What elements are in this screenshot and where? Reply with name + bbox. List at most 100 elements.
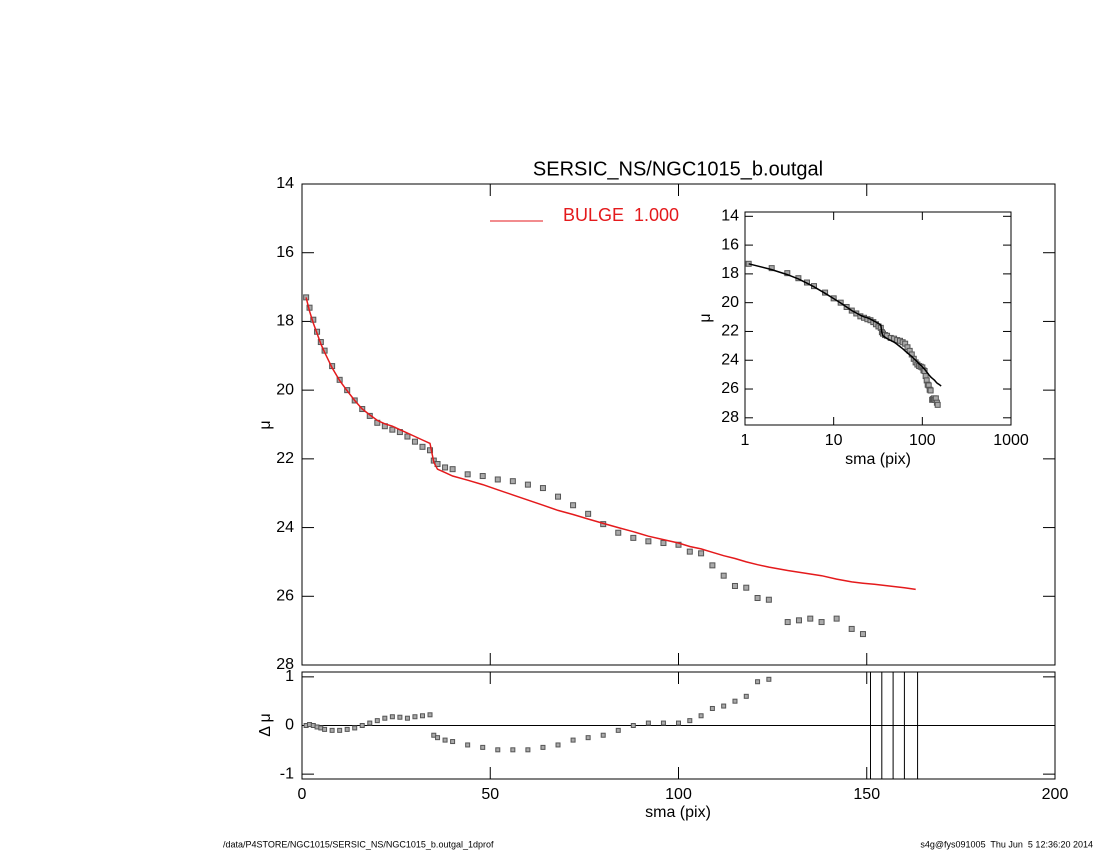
data-point (555, 742, 561, 748)
y-tick-label: 16 (721, 236, 739, 253)
data-point (630, 723, 636, 728)
data-point (859, 631, 866, 638)
data-point (600, 732, 606, 738)
plot-frame (744, 211, 1012, 426)
data-point (382, 715, 388, 721)
data-point (389, 714, 395, 720)
data-point (412, 714, 418, 720)
x-tick-label: 200 (1042, 786, 1069, 803)
data-point (660, 540, 667, 547)
data-point (570, 502, 577, 509)
data-point (743, 584, 750, 591)
y-axis-label: μ (257, 420, 274, 429)
data-point (510, 747, 516, 753)
data-point (352, 725, 358, 731)
data-point (848, 625, 855, 632)
x-tick-label: 10 (825, 432, 843, 449)
data-point (709, 705, 715, 711)
data-point (427, 712, 433, 718)
y-tick-label: 14 (276, 175, 294, 192)
footer-left: /data/P4STORE/NGC1015/SERSIC_NS/NGC1015_… (223, 839, 494, 849)
data-point (509, 478, 516, 485)
data-point (442, 464, 449, 471)
data-point (768, 265, 775, 272)
data-point (359, 723, 365, 728)
y-axis-label: Δ μ (257, 713, 274, 736)
data-point (795, 617, 802, 624)
y-tick-label: 16 (276, 244, 294, 261)
data-point (630, 534, 637, 541)
data-point (404, 433, 411, 440)
y-tick-label: 22 (721, 323, 739, 340)
data-point (427, 447, 434, 454)
model-line (305, 297, 916, 591)
data-point (449, 466, 456, 473)
y-tick-label: 26 (721, 380, 739, 397)
footer-right: s4g@fys091005 Thu Jun 5 12:36:20 2014 (920, 839, 1093, 849)
y-axis-label: μ (697, 313, 714, 322)
x-axis-label: sma (pix) (845, 451, 911, 468)
data-point (337, 727, 343, 733)
x-axis-label: sma (pix) (645, 804, 711, 821)
data-point (419, 443, 426, 450)
data-point (442, 737, 448, 743)
data-point (731, 582, 738, 589)
y-tick-label: 18 (721, 265, 739, 282)
data-point (934, 401, 941, 408)
data-point (585, 735, 591, 741)
data-point (698, 550, 705, 557)
chart-title: SERSIC_NS/NGC1015_b.outgal (533, 158, 823, 180)
data-point (732, 698, 738, 704)
data-point (479, 473, 486, 480)
y-tick-label: 1 (285, 668, 294, 685)
x-tick-label: 50 (481, 786, 499, 803)
data-point (615, 727, 621, 733)
data-point (367, 720, 373, 726)
data-point (709, 562, 716, 569)
inset-bg (745, 212, 1011, 425)
x-tick-label: 100 (909, 432, 936, 449)
y-tick-label: 24 (721, 351, 739, 368)
y-tick-label: 24 (276, 519, 294, 536)
data-point (322, 726, 328, 732)
data-point (687, 718, 693, 724)
data-point (754, 595, 761, 602)
data-point (721, 703, 727, 709)
x-tick-label: 150 (853, 786, 880, 803)
data-point (344, 726, 350, 732)
data-point (585, 510, 592, 517)
data-point (743, 693, 749, 699)
data-point (570, 737, 576, 743)
data-point (766, 676, 772, 682)
data-point (539, 485, 546, 492)
data-point (645, 538, 652, 545)
y-tick-label: 26 (276, 588, 294, 605)
data-point (755, 679, 761, 685)
y-tick-label: 0 (285, 717, 294, 734)
data-point (818, 619, 825, 626)
y-tick-label: 20 (721, 294, 739, 311)
y-tick-label: 14 (721, 208, 739, 225)
data-point (435, 735, 441, 741)
y-tick-label: -1 (280, 765, 294, 782)
data-point (765, 596, 772, 603)
data-point (495, 747, 501, 753)
x-tick-label: 1 (741, 432, 750, 449)
inset-line (748, 263, 942, 387)
y-tick-label: 22 (276, 450, 294, 467)
data-point (480, 744, 486, 750)
data-point (465, 742, 471, 748)
data-point (404, 715, 410, 721)
data-point (464, 471, 471, 478)
data-point (540, 744, 546, 750)
data-point (784, 619, 791, 626)
x-tick-label: 100 (665, 786, 692, 803)
data-point (450, 739, 456, 745)
x-tick-label: 1000 (993, 432, 1029, 449)
data-point (807, 615, 814, 622)
data-point (494, 476, 501, 483)
data-point (329, 727, 335, 733)
data-point (645, 720, 651, 726)
data-point (555, 493, 562, 500)
